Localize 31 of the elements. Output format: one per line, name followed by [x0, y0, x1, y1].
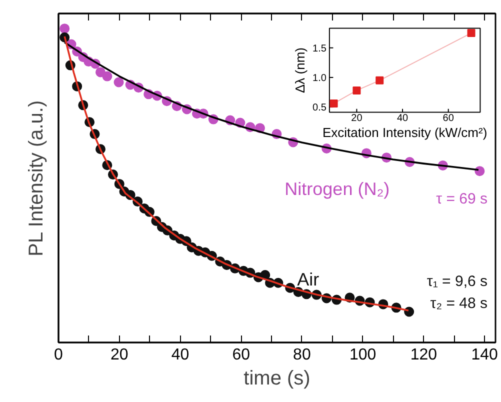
x-tick-label: 140 [471, 346, 498, 364]
series-label: Nitrogen (N₂) [284, 179, 390, 200]
x-tick-label: 60 [232, 346, 250, 364]
y-tick-label: 0.5 [312, 102, 327, 114]
y-axis-title: Δλ (nm) [292, 47, 308, 94]
y-tick-label: 1.0 [312, 72, 327, 84]
point [102, 71, 112, 82]
y-tick-label: 1.5 [312, 43, 327, 54]
x-tick-label: 0 [54, 346, 64, 364]
point [114, 77, 124, 88]
point [467, 29, 476, 38]
point [474, 166, 485, 176]
x-axis-title: time (s) [244, 368, 310, 390]
series-label: Air [297, 270, 320, 290]
point [352, 86, 361, 94]
x-tick-label: 80 [293, 346, 311, 364]
x-axis-title: Excitation Intensity (kW/cm²) [322, 125, 488, 140]
x-tick-label: 120 [410, 346, 438, 364]
x-tick-label: 100 [349, 346, 376, 364]
point [376, 76, 384, 84]
annotation: τ₂ = 48 s [430, 295, 488, 312]
y-axis-title: PL Intensity (a.u.) [26, 100, 48, 256]
point [330, 99, 338, 108]
x-tick-label: 20 [110, 346, 128, 364]
point [60, 24, 70, 34]
x-tick-label: 20 [351, 113, 363, 124]
annotation: τ₁ = 9,6 s [426, 273, 488, 290]
x-tick-label: 40 [171, 346, 190, 364]
annotation: τ = 69 s [436, 190, 488, 208]
x-tick-label: 60 [442, 113, 454, 124]
x-tick-label: 40 [396, 113, 409, 124]
